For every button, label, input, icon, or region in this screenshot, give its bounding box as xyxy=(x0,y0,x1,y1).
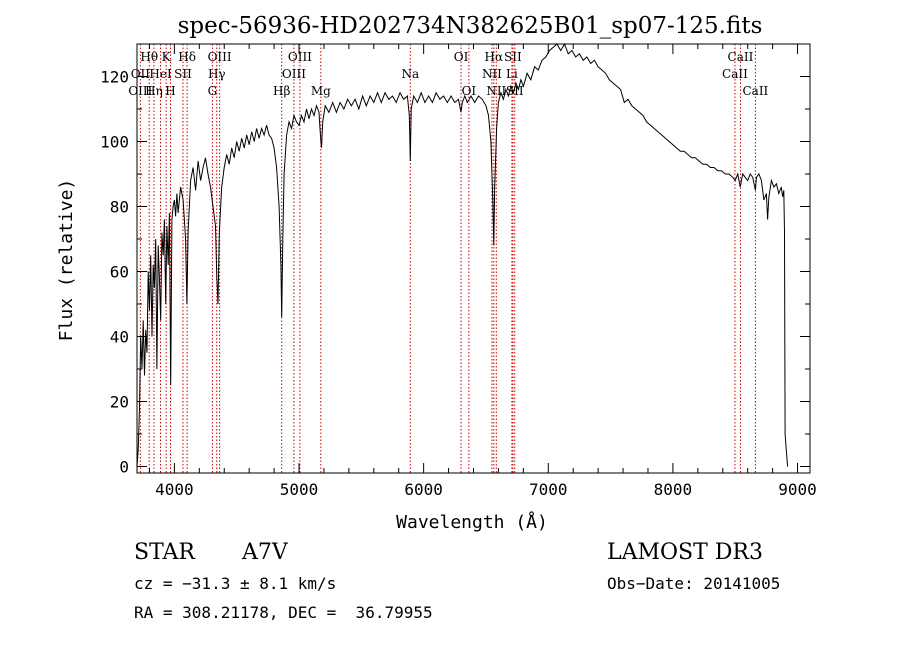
line-annotation: OI xyxy=(454,50,469,64)
y-tick-label: 60 xyxy=(110,263,129,282)
line-annotation: OIII xyxy=(208,50,232,64)
spectral-subclass: A7V xyxy=(242,540,288,565)
line-annotation: CaII xyxy=(742,84,768,98)
x-tick-label: 8000 xyxy=(654,480,693,499)
y-tick-label: 120 xyxy=(100,68,129,87)
line-annotation: Hη xyxy=(145,84,163,98)
y-tick-label: 0 xyxy=(119,458,129,477)
y-axis-label: Flux (relative) xyxy=(56,179,77,342)
line-annotation: OI xyxy=(462,84,477,98)
x-tick-label: 4000 xyxy=(155,480,194,499)
line-annotation: Mg xyxy=(311,84,331,98)
line-annotation: OII xyxy=(131,67,151,81)
x-tick-label: 7000 xyxy=(529,480,568,499)
line-annotation: OIII xyxy=(128,84,152,98)
y-tick-label: 20 xyxy=(110,393,129,412)
line-annotation: NII xyxy=(482,67,502,81)
line-annotation: OIII xyxy=(288,50,312,64)
x-axis-label: Wavelength (Å) xyxy=(396,511,548,533)
object-class: STAR xyxy=(134,540,195,565)
survey-label: LAMOST DR3 xyxy=(607,540,763,565)
line-annotation: Hβ xyxy=(273,84,290,98)
coordinates: RA = 308.21178, DEC = 36.79955 xyxy=(134,603,433,622)
line-annotation: NII xyxy=(486,84,506,98)
radial-velocity: cz = −31.3 ± 8.1 km/s xyxy=(134,574,337,593)
line-annotation: Hα xyxy=(485,50,504,64)
line-annotation: SII xyxy=(174,67,192,81)
plot-area: 4000 5000 6000 7000 8000 9000 0 20 40 60 80 100 120 H… xyxy=(100,42,817,499)
line-annotation: Hθ xyxy=(140,50,158,64)
line-annotation: Na xyxy=(401,67,419,81)
spectrum-line xyxy=(136,42,789,467)
line-annotation: SII xyxy=(504,50,522,64)
y-tick-label: 100 xyxy=(100,133,129,152)
axes-frame xyxy=(136,43,811,474)
line-annotation: G xyxy=(208,84,218,98)
x-tick-label: 5000 xyxy=(280,480,319,499)
line-annotation: SII xyxy=(506,84,524,98)
line-annotation: Li xyxy=(506,67,518,81)
line-annotation: CaII xyxy=(722,67,748,81)
x-tick-label: 6000 xyxy=(404,480,443,499)
chart-title: spec-56936-HD202734N382625B01_sp07-125.f… xyxy=(178,13,763,39)
line-annotation: HeI xyxy=(149,67,172,81)
y-tick-label: 80 xyxy=(110,198,129,217)
line-annotation: H xyxy=(165,84,175,98)
line-annotation: Hγ xyxy=(208,67,226,81)
line-annotation: K xyxy=(162,50,172,64)
observation-date: Obs−Date: 20141005 xyxy=(607,574,781,593)
line-annotation: Hδ xyxy=(178,50,196,64)
line-annotation: OIII xyxy=(282,67,306,81)
y-tick-label: 40 xyxy=(110,328,129,347)
x-tick-label: 9000 xyxy=(778,480,817,499)
line-annotation: CaII xyxy=(728,50,754,64)
